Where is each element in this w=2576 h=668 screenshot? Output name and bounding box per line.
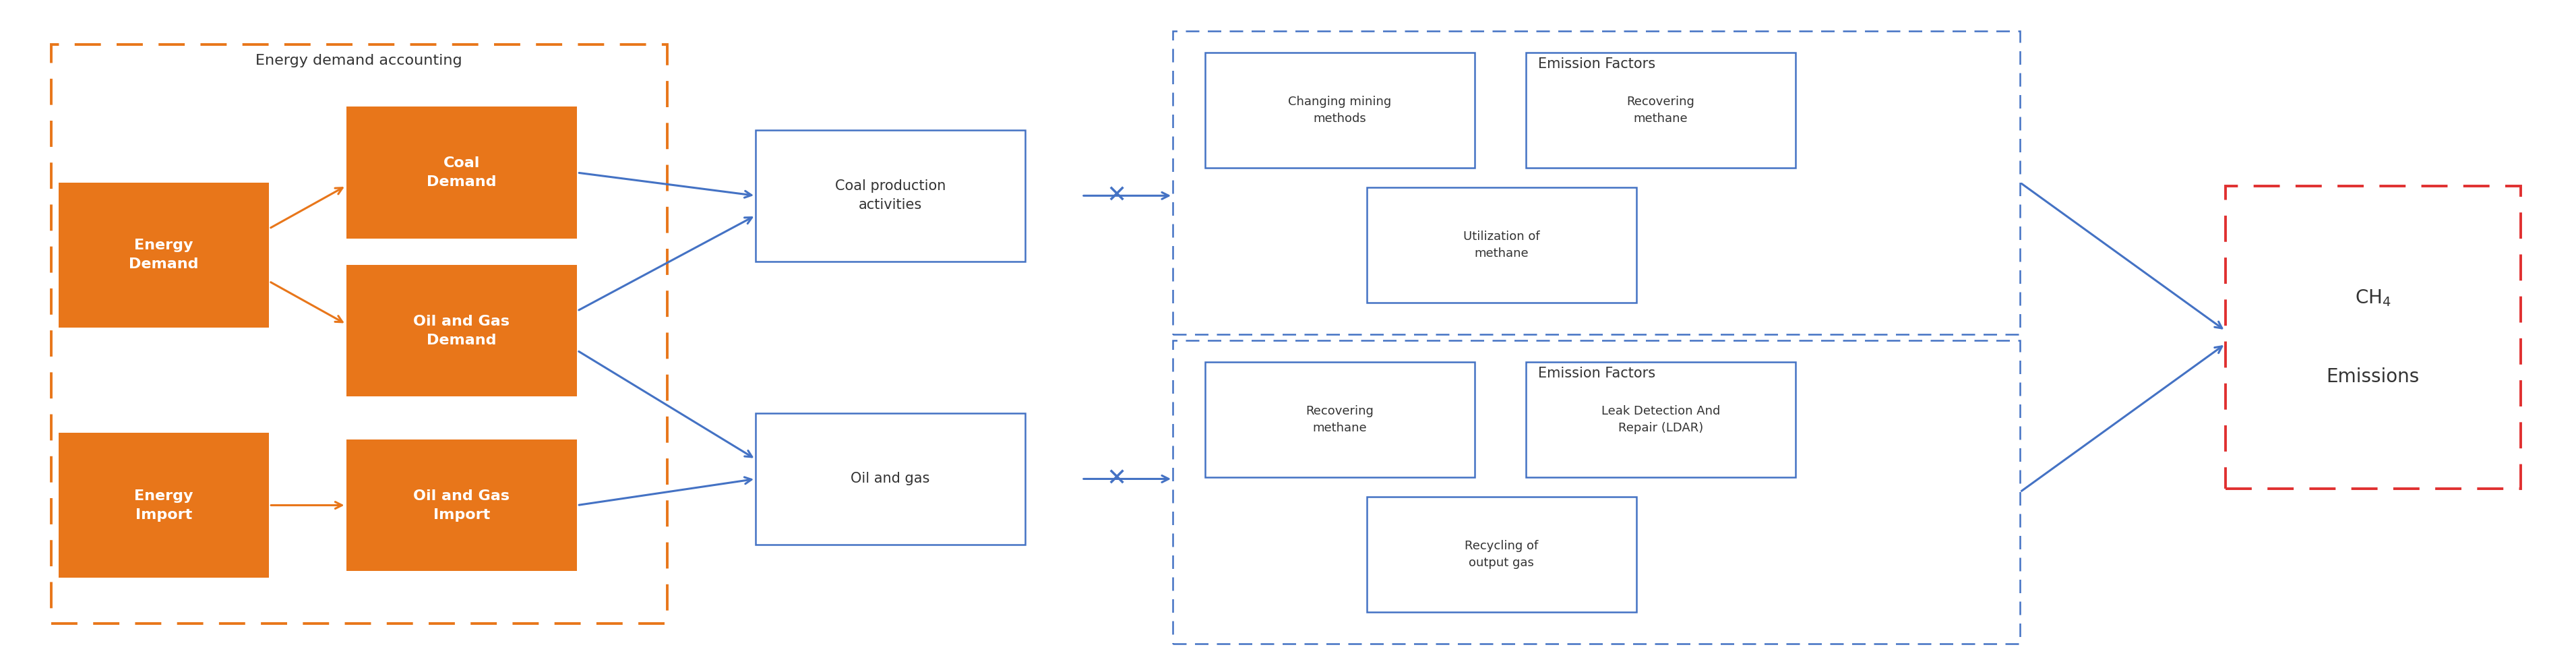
Text: Changing mining
methods: Changing mining methods bbox=[1288, 96, 1391, 124]
Text: Energy
Demand: Energy Demand bbox=[129, 238, 198, 271]
FancyBboxPatch shape bbox=[1525, 362, 1795, 477]
FancyBboxPatch shape bbox=[345, 107, 577, 238]
Text: Recycling of
output gas: Recycling of output gas bbox=[1463, 540, 1538, 569]
Text: Leak Detection And
Repair (LDAR): Leak Detection And Repair (LDAR) bbox=[1600, 405, 1721, 434]
Text: ✕: ✕ bbox=[1105, 184, 1126, 207]
FancyBboxPatch shape bbox=[59, 433, 268, 578]
FancyBboxPatch shape bbox=[59, 182, 268, 327]
Text: Emission Factors: Emission Factors bbox=[1538, 57, 1654, 71]
Text: Emission Factors: Emission Factors bbox=[1538, 367, 1654, 380]
Text: Oil and gas: Oil and gas bbox=[850, 472, 930, 486]
Text: Utilization of
methane: Utilization of methane bbox=[1463, 230, 1540, 260]
FancyBboxPatch shape bbox=[755, 130, 1025, 262]
Text: Energy demand accounting: Energy demand accounting bbox=[255, 54, 461, 67]
Text: Recovering
methane: Recovering methane bbox=[1625, 96, 1695, 124]
FancyBboxPatch shape bbox=[345, 265, 577, 397]
Text: Oil and Gas
Import: Oil and Gas Import bbox=[412, 489, 510, 522]
Text: CH$_4$: CH$_4$ bbox=[2354, 288, 2391, 308]
FancyBboxPatch shape bbox=[1206, 52, 1473, 168]
FancyBboxPatch shape bbox=[1365, 188, 1636, 303]
Text: Oil and Gas
Demand: Oil and Gas Demand bbox=[412, 315, 510, 347]
FancyBboxPatch shape bbox=[1365, 497, 1636, 613]
Text: Recovering
methane: Recovering methane bbox=[1306, 405, 1373, 434]
FancyBboxPatch shape bbox=[755, 413, 1025, 545]
Text: Emissions: Emissions bbox=[2326, 367, 2419, 386]
Text: ✕: ✕ bbox=[1105, 468, 1126, 490]
Text: Energy
Import: Energy Import bbox=[134, 489, 193, 522]
Text: Coal production
activities: Coal production activities bbox=[835, 180, 945, 212]
FancyBboxPatch shape bbox=[1206, 362, 1473, 477]
Text: Coal
Demand: Coal Demand bbox=[428, 156, 497, 189]
FancyBboxPatch shape bbox=[345, 440, 577, 571]
FancyBboxPatch shape bbox=[1525, 52, 1795, 168]
